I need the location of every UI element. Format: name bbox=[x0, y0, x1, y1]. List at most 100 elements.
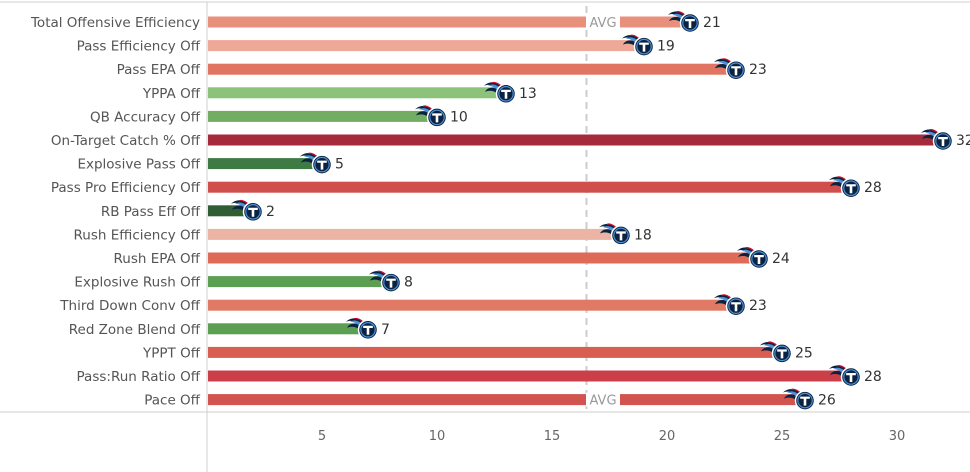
bar bbox=[208, 346, 782, 358]
bar-row: Explosive Rush Off 8 bbox=[74, 270, 413, 293]
bar bbox=[208, 394, 805, 406]
bar-row: Pass Efficiency Off 19 bbox=[77, 34, 675, 57]
titans-logo-icon bbox=[783, 388, 816, 411]
bar bbox=[208, 40, 644, 52]
x-tick-label: 20 bbox=[659, 429, 676, 444]
bar bbox=[208, 299, 736, 311]
bar-row: Pass EPA Off 23 bbox=[117, 58, 767, 81]
bar bbox=[208, 228, 621, 240]
value-label: 26 bbox=[818, 393, 836, 409]
bar bbox=[208, 181, 851, 193]
titans-logo-ring bbox=[636, 38, 652, 55]
category-label: Explosive Pass Off bbox=[77, 157, 200, 173]
bar bbox=[208, 323, 368, 335]
x-tick-label: 10 bbox=[429, 429, 446, 444]
bar-row: Third Down Conv Off 23 bbox=[59, 294, 767, 317]
titans-logo-t bbox=[846, 373, 856, 382]
value-label: 10 bbox=[450, 109, 468, 125]
titans-logo-icon bbox=[484, 81, 517, 105]
titans-logo-t bbox=[938, 137, 948, 146]
bar-row: Pace Off 26 bbox=[144, 388, 836, 411]
value-label: 24 bbox=[772, 251, 790, 267]
titans-logo-ring bbox=[314, 156, 330, 173]
bar bbox=[208, 158, 322, 170]
x-tick-label: 30 bbox=[889, 429, 906, 444]
titans-logo-t bbox=[317, 160, 327, 170]
titans-logo-ring bbox=[843, 369, 859, 385]
titans-logo-ring bbox=[774, 345, 790, 362]
bar-row: Pass Pro Efficiency Off 28 bbox=[51, 176, 882, 199]
titans-logo-t bbox=[731, 66, 741, 76]
x-tick-label: 5 bbox=[318, 429, 326, 444]
titans-logo-icon bbox=[829, 365, 862, 388]
value-label: 28 bbox=[864, 369, 882, 385]
titans-logo-t bbox=[639, 42, 649, 52]
category-label: Pass:Run Ratio Off bbox=[77, 369, 201, 385]
titans-logo-icon bbox=[737, 247, 770, 270]
bar-row: Explosive Pass Off 5 bbox=[77, 152, 344, 175]
titans-logo-ring bbox=[797, 392, 813, 409]
bar bbox=[208, 16, 690, 28]
titans-logo-t bbox=[777, 349, 787, 359]
avg-label-backing-bottom bbox=[586, 392, 620, 407]
category-label: Red Zone Blend Off bbox=[69, 322, 201, 338]
value-label: 7 bbox=[381, 322, 390, 338]
x-tick-label: 25 bbox=[774, 429, 791, 444]
bar-row: Total Offensive Efficiency 21 bbox=[30, 11, 721, 34]
category-label: RB Pass Eff Off bbox=[101, 204, 201, 220]
avg-label-bottom: AVG bbox=[590, 394, 617, 409]
titans-logo-ring bbox=[935, 133, 951, 149]
titans-logo-icon bbox=[415, 105, 448, 128]
titans-logo-t bbox=[248, 207, 258, 217]
titans-logo-ring bbox=[728, 62, 744, 78]
value-label: 19 bbox=[657, 39, 675, 55]
bar bbox=[208, 205, 253, 217]
titans-logo-icon bbox=[760, 341, 793, 364]
titans-logo-icon bbox=[622, 34, 655, 57]
category-label: Pace Off bbox=[144, 393, 200, 409]
value-label: 21 bbox=[703, 15, 721, 31]
titans-logo-icon bbox=[300, 152, 333, 175]
titans-logo-icon bbox=[231, 199, 264, 223]
bar-row: QB Accuracy Off 10 bbox=[90, 105, 468, 128]
bar bbox=[208, 134, 943, 146]
bar bbox=[208, 370, 851, 382]
avg-label-top: AVG bbox=[590, 16, 617, 31]
titans-logo-icon bbox=[668, 11, 701, 34]
category-label: Pass Efficiency Off bbox=[77, 39, 201, 55]
titans-logo-ring bbox=[751, 251, 767, 267]
value-label: 23 bbox=[749, 298, 767, 314]
bar-row: Red Zone Blend Off 7 bbox=[69, 317, 390, 341]
category-label: Pass Pro Efficiency Off bbox=[51, 180, 201, 196]
bar-row: On-Target Catch % Off 32 bbox=[51, 129, 970, 152]
x-tick-label: 15 bbox=[544, 429, 561, 444]
titans-logo-ring bbox=[613, 227, 629, 244]
titans-logo-t bbox=[685, 19, 695, 28]
category-label: Rush Efficiency Off bbox=[74, 227, 201, 243]
titans-logo-t bbox=[432, 113, 442, 123]
bar-row: YPPT Off 25 bbox=[142, 341, 813, 364]
bar bbox=[208, 87, 506, 99]
titans-logo-t bbox=[800, 396, 810, 406]
bar-row: Rush EPA Off 24 bbox=[114, 247, 790, 270]
bar-row: Rush Efficiency Off 18 bbox=[74, 223, 652, 246]
titans-logo-icon bbox=[369, 270, 402, 293]
titans-logo-ring bbox=[682, 15, 698, 31]
titans-logo-ring bbox=[429, 109, 445, 126]
titans-logo-ring bbox=[383, 274, 399, 291]
category-label: QB Accuracy Off bbox=[90, 109, 201, 125]
category-label: Third Down Conv Off bbox=[59, 298, 200, 314]
value-label: 28 bbox=[864, 180, 882, 196]
titans-logo-icon bbox=[714, 58, 747, 81]
titans-logo-icon bbox=[829, 176, 862, 199]
titans-logo-ring bbox=[245, 204, 261, 220]
titans-logo-t bbox=[386, 278, 396, 288]
titans-logo-icon bbox=[346, 317, 379, 341]
titans-logo-t bbox=[501, 89, 511, 99]
value-label: 25 bbox=[795, 345, 813, 361]
bar bbox=[208, 276, 391, 288]
value-label: 23 bbox=[749, 62, 767, 78]
bar-row: YPPA Off 13 bbox=[142, 81, 537, 105]
